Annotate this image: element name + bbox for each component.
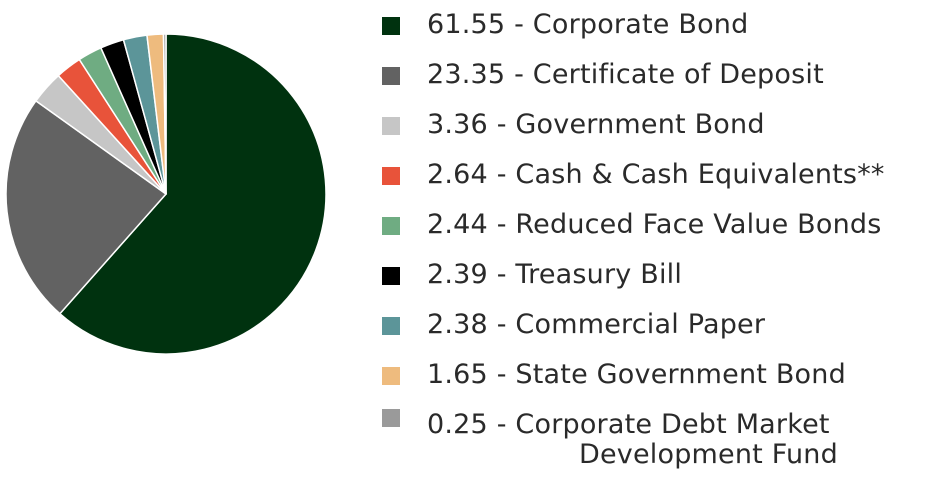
legend-label: 61.55 - Corporate Bond [427, 9, 749, 40]
legend-swatch [382, 367, 400, 385]
pie-slices [5, 33, 327, 355]
legend-item-certificate-of-deposit: 23.35 - Certificate of Deposit [376, 60, 931, 100]
legend-item-state-government-bond: 1.65 - State Government Bond [376, 360, 931, 400]
pie-slice-certificate-of-deposit [5, 100, 167, 315]
legend-swatch [382, 67, 400, 85]
legend-label: 0.25 - Corporate Debt Market Development … [427, 410, 838, 470]
legend-label: 23.35 - Certificate of Deposit [427, 59, 824, 90]
legend-swatch [382, 409, 400, 427]
legend-swatch [382, 167, 400, 185]
legend-item-treasury-bill: 2.39 - Treasury Bill [376, 260, 931, 300]
legend-item-cash-equivalents: 2.64 - Cash & Cash Equivalents** [376, 160, 931, 200]
legend-swatch [382, 267, 400, 285]
legend-swatch [382, 117, 400, 135]
legend-item-government-bond: 3.36 - Government Bond [376, 110, 931, 150]
legend-label-line1: 0.25 - Corporate Debt Market [427, 409, 830, 440]
legend-swatch [382, 217, 400, 235]
pie-chart [5, 33, 327, 355]
legend-item-reduced-face-value-bonds: 2.44 - Reduced Face Value Bonds [376, 210, 931, 250]
legend-label: 1.65 - State Government Bond [427, 359, 846, 390]
legend-item-corporate-debt-market: 0.25 - Corporate Debt Market Development … [376, 409, 931, 470]
pie-slice-corporate-debt-market-development-fund [162, 33, 167, 195]
legend-label: 2.38 - Commercial Paper [427, 309, 766, 340]
legend-label: 2.44 - Reduced Face Value Bonds [427, 209, 882, 240]
legend-label: 3.36 - Government Bond [427, 109, 765, 140]
pie-slice-corporate-bond [59, 33, 327, 355]
legend-swatch [382, 17, 400, 35]
legend-label: 2.64 - Cash & Cash Equivalents** [427, 159, 885, 190]
legend-swatch [382, 317, 400, 335]
legend-item-corporate-bond: 61.55 - Corporate Bond [376, 10, 931, 50]
legend-label: 2.39 - Treasury Bill [427, 259, 683, 290]
chart-legend: 61.55 - Corporate Bond 23.35 - Certifica… [376, 0, 931, 489]
legend-label-line2: Development Fund [579, 439, 838, 470]
legend-item-commercial-paper: 2.38 - Commercial Paper [376, 310, 931, 350]
